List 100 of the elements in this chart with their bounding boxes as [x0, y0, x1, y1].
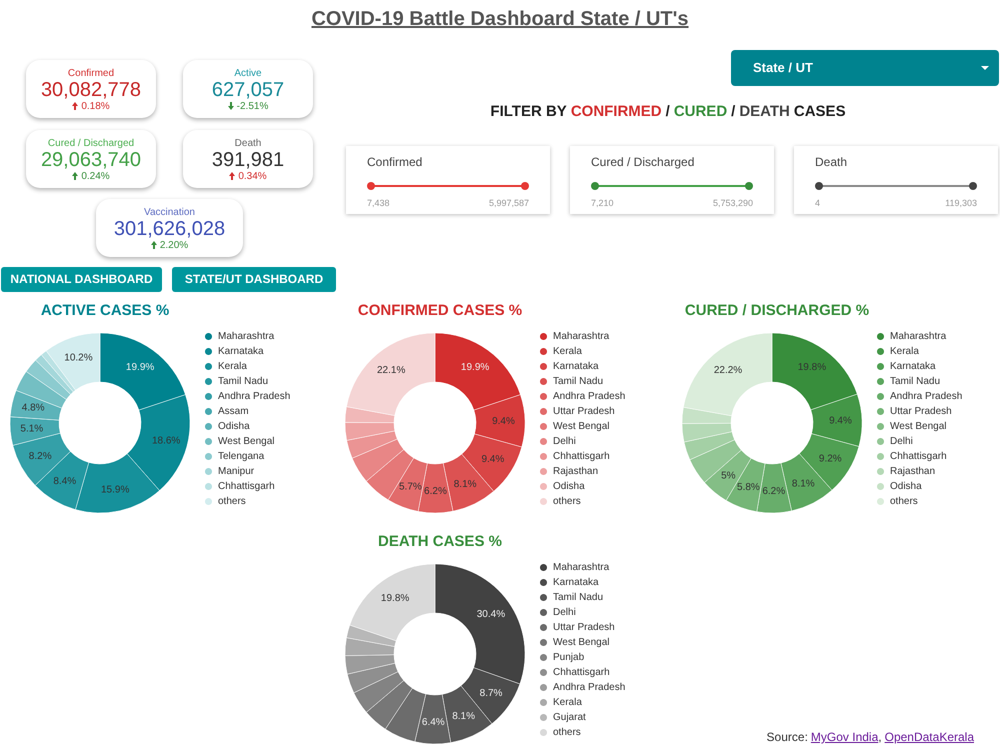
- text: 119,303: [945, 198, 977, 208]
- legend-label: Delhi: [890, 436, 913, 447]
- data-label: 9.2%: [818, 453, 842, 464]
- text: COVID-19 Battle Dashboard State / UT's: [310, 8, 690, 31]
- legend-label: Karnataka: [553, 361, 600, 372]
- data-label: 19.9%: [460, 362, 490, 373]
- legend-label: Andhra Pradesh: [553, 391, 626, 402]
- legend-label: Andhra Pradesh: [553, 682, 626, 693]
- text: Vaccination: [143, 207, 196, 218]
- legend-label: Maharashtra: [553, 331, 610, 342]
- legend-label: Andhra Pradesh: [890, 391, 962, 402]
- legend-label: Rajasthan: [553, 466, 598, 477]
- data-label: 5.7%: [398, 481, 422, 492]
- text: 5,753,290: [712, 198, 753, 208]
- legend-label: Gujarat: [553, 712, 586, 723]
- text: -2.51%: [236, 101, 268, 112]
- data-label: 8.7%: [480, 688, 503, 699]
- legend-label: others: [553, 496, 581, 507]
- legend-label: Punjab: [553, 652, 585, 663]
- data-label: 18.6%: [152, 435, 180, 446]
- legend-label: Chhattisgarh: [553, 451, 610, 462]
- data-label: 19.8%: [798, 362, 826, 373]
- legend-label: Chhattisgarh: [890, 451, 947, 462]
- legend-label: West Bengal: [890, 421, 947, 432]
- text: 627,057: [210, 79, 286, 101]
- legend-label: Uttar Pradesh: [553, 622, 615, 633]
- text: 0.18%: [81, 101, 110, 112]
- legend-label: Odisha: [218, 421, 250, 432]
- legend-label: Chhattisgarh: [553, 667, 610, 678]
- data-label: 4.8%: [22, 402, 45, 414]
- text: 30,082,778: [40, 79, 142, 101]
- text: 0.34%: [238, 171, 267, 182]
- legend-label: Chhattisgarh: [218, 481, 275, 492]
- text: Active: [233, 68, 263, 79]
- data-label: 8.1%: [792, 478, 815, 490]
- text: 7,438: [367, 198, 390, 208]
- chart-title: DEATH CASES %: [378, 533, 502, 550]
- legend-label: Maharashtra: [890, 331, 947, 342]
- text: CASES: [794, 103, 846, 120]
- data-label: 22.2%: [714, 364, 742, 376]
- legend-label: Kerala: [890, 346, 920, 357]
- data-label: 9.4%: [481, 454, 504, 466]
- legend-label: Maharashtra: [553, 562, 610, 573]
- text: CURED: [674, 103, 728, 120]
- data-label: 19.9%: [126, 362, 154, 373]
- legend-label: Delhi: [553, 436, 576, 447]
- data-label: 8.1%: [452, 710, 476, 722]
- text: Confirmed: [66, 68, 116, 79]
- text: STATE/UT DASHBOARD: [172, 267, 336, 292]
- chart-title: CURED / DISCHARGED %: [684, 302, 870, 319]
- legend-label: Karnataka: [890, 361, 936, 372]
- chart-title: ACTIVE CASES %: [40, 302, 170, 319]
- data-label: 9.4%: [492, 416, 515, 427]
- text: Death: [815, 155, 848, 169]
- legend-label: Rajasthan: [890, 466, 936, 477]
- text: 4: [815, 198, 820, 208]
- data-label: 8.2%: [28, 450, 52, 462]
- data-label: 15.9%: [100, 484, 130, 496]
- text: 391,981: [210, 149, 286, 171]
- legend-label: Delhi: [553, 607, 576, 618]
- text: 7,210: [591, 198, 614, 208]
- legend-label: Karnataka: [553, 577, 600, 588]
- data-label: 9.4%: [829, 415, 852, 426]
- data-label: 19.8%: [380, 592, 410, 604]
- data-label: 8.4%: [53, 476, 76, 488]
- text: Cured / Discharged: [46, 138, 136, 149]
- source-note: Source:: [766, 730, 808, 744]
- legend-label: Odisha: [890, 481, 922, 492]
- legend-label: West Bengal: [553, 421, 610, 432]
- data-label: 22.1%: [376, 364, 406, 376]
- text: State / UT: [753, 60, 813, 75]
- data-label: 10.2%: [64, 352, 93, 364]
- legend-label: others: [553, 727, 581, 738]
- legend-label: Kerala: [553, 697, 582, 708]
- legend-label: West Bengal: [553, 637, 610, 648]
- text: NATIONAL DASHBOARD: [1, 267, 162, 292]
- legend-label: West Bengal: [218, 436, 275, 447]
- legend-label: Andhra Pradesh: [218, 391, 290, 402]
- text: CONFIRMED: [570, 103, 662, 120]
- text: 0.24%: [81, 171, 110, 182]
- legend-label: Kerala: [553, 346, 582, 357]
- text: Cured / Discharged: [591, 155, 694, 169]
- data-label: 30.4%: [476, 608, 506, 620]
- data-label: 6.2%: [424, 486, 447, 497]
- legend-label: Karnataka: [218, 346, 264, 357]
- legend-label: others: [890, 496, 918, 507]
- text: Confirmed: [367, 155, 422, 169]
- text: FILTER BY: [490, 103, 567, 120]
- legend-label: others: [218, 496, 246, 507]
- text: 29,063,740: [40, 149, 142, 171]
- data-label: 6.2%: [762, 486, 786, 497]
- text: 5,997,587: [488, 198, 529, 208]
- text: 2.20%: [160, 240, 188, 251]
- text: OpenDataKerala: [884, 730, 974, 744]
- legend-label: Odisha: [553, 481, 586, 492]
- data-label: 5%: [721, 470, 736, 482]
- data-label: 6.4%: [422, 716, 445, 728]
- legend-label: Tamil Nadu: [890, 376, 940, 387]
- text: 301,626,028: [112, 218, 226, 240]
- legend-label: Manipur: [218, 466, 255, 477]
